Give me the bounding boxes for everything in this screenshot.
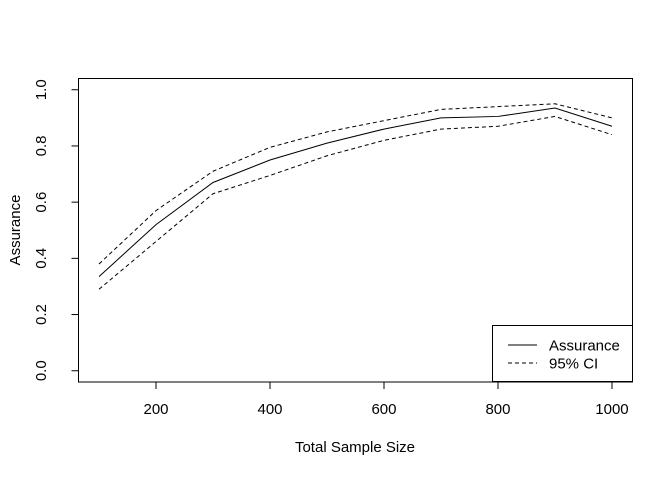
- y-tick-label: 0.6: [33, 192, 50, 213]
- x-tick-label: 600: [371, 401, 396, 418]
- y-tick-label: 1.0: [33, 79, 50, 100]
- plot-area-frame: [78, 78, 633, 383]
- x-tick-label: 1000: [595, 401, 628, 418]
- legend: Assurance 95% CI: [492, 325, 633, 382]
- series-group: [98, 103, 613, 290]
- series-95-ci-upper: [98, 103, 613, 265]
- x-tick-label: 200: [143, 401, 168, 418]
- y-axis-title: Assurance: [7, 195, 24, 266]
- y-tick-label: 0.4: [33, 248, 50, 269]
- legend-label-95ci: 95% CI: [549, 356, 598, 373]
- legend-box: [492, 325, 633, 382]
- x-axis: 200 400 600 800 1000: [143, 382, 629, 418]
- series-assurance: [98, 107, 613, 277]
- y-tick-label: 0.8: [33, 136, 50, 157]
- y-tick-label: 0.0: [33, 360, 50, 381]
- x-axis-title: Total Sample Size: [295, 439, 415, 456]
- x-tick-label: 400: [257, 401, 282, 418]
- legend-label-assurance: Assurance: [549, 338, 620, 355]
- series-95-ci-lower: [98, 115, 613, 290]
- x-tick-label: 800: [485, 401, 510, 418]
- y-tick-label: 0.2: [33, 304, 50, 325]
- y-axis: 0.0 0.2 0.4 0.6 0.8 1.0: [33, 79, 79, 381]
